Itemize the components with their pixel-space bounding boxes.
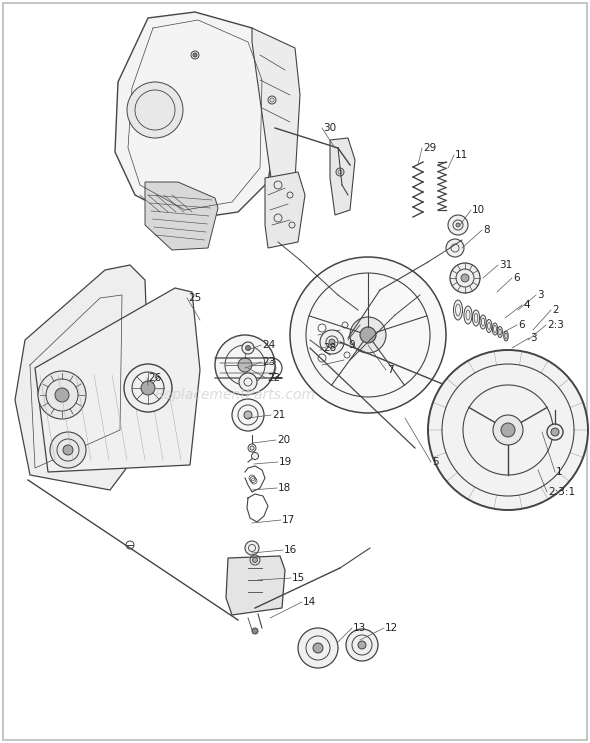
Ellipse shape <box>486 319 492 333</box>
Polygon shape <box>308 315 355 385</box>
Circle shape <box>141 381 155 395</box>
Text: 3: 3 <box>537 290 543 300</box>
Polygon shape <box>145 182 218 250</box>
Circle shape <box>245 541 259 555</box>
Circle shape <box>253 557 257 562</box>
Circle shape <box>127 82 183 138</box>
Text: 8: 8 <box>483 225 490 235</box>
Circle shape <box>461 274 469 282</box>
Circle shape <box>358 641 366 649</box>
Text: ReplacementParts.com: ReplacementParts.com <box>155 388 316 402</box>
Circle shape <box>50 432 86 468</box>
Text: 9: 9 <box>348 340 355 350</box>
Circle shape <box>501 423 515 437</box>
Ellipse shape <box>504 331 508 341</box>
Text: 17: 17 <box>282 515 295 525</box>
Circle shape <box>290 257 446 413</box>
Polygon shape <box>15 265 148 490</box>
Text: 2: 2 <box>552 305 559 315</box>
Text: 25: 25 <box>188 293 201 303</box>
Text: 2:3:1: 2:3:1 <box>548 487 575 497</box>
Text: 2:3: 2:3 <box>547 320 564 330</box>
Circle shape <box>124 364 172 412</box>
Circle shape <box>450 263 480 293</box>
Polygon shape <box>115 12 278 220</box>
Circle shape <box>547 424 563 440</box>
Polygon shape <box>226 556 285 615</box>
Circle shape <box>428 350 588 510</box>
Circle shape <box>346 629 378 661</box>
Circle shape <box>63 445 73 455</box>
Text: 5: 5 <box>432 457 438 467</box>
Circle shape <box>244 411 252 419</box>
Circle shape <box>320 330 344 354</box>
Circle shape <box>215 335 275 395</box>
Circle shape <box>446 239 464 257</box>
Ellipse shape <box>492 323 498 335</box>
Text: 10: 10 <box>472 205 485 215</box>
Circle shape <box>238 358 252 372</box>
Polygon shape <box>265 172 305 248</box>
Circle shape <box>448 215 468 235</box>
Ellipse shape <box>480 315 486 329</box>
Text: 7: 7 <box>387 365 394 375</box>
Circle shape <box>251 452 258 459</box>
Text: 19: 19 <box>279 457 292 467</box>
Text: 11: 11 <box>455 150 468 160</box>
Text: 12: 12 <box>385 623 398 633</box>
Circle shape <box>350 317 386 353</box>
Circle shape <box>232 399 264 431</box>
Circle shape <box>313 643 323 653</box>
Circle shape <box>245 345 251 351</box>
Text: 24: 24 <box>262 340 276 350</box>
Text: 1: 1 <box>556 467 563 477</box>
Text: 23: 23 <box>262 357 276 367</box>
Polygon shape <box>35 288 200 472</box>
Circle shape <box>551 428 559 436</box>
Circle shape <box>239 373 257 391</box>
Text: 6: 6 <box>513 273 520 283</box>
Text: 30: 30 <box>323 123 336 133</box>
Text: 21: 21 <box>272 410 285 420</box>
Text: 16: 16 <box>284 545 297 555</box>
Circle shape <box>55 388 69 402</box>
Text: 18: 18 <box>278 483 291 493</box>
Text: 22: 22 <box>267 373 280 383</box>
Circle shape <box>193 53 197 57</box>
Ellipse shape <box>497 326 503 337</box>
Text: 4: 4 <box>523 300 530 310</box>
Text: 15: 15 <box>292 573 305 583</box>
Circle shape <box>242 342 254 354</box>
Ellipse shape <box>464 306 472 324</box>
Circle shape <box>493 415 523 445</box>
Text: 13: 13 <box>353 623 366 633</box>
Text: 6: 6 <box>518 320 525 330</box>
Text: 20: 20 <box>277 435 290 445</box>
Circle shape <box>38 371 86 419</box>
Polygon shape <box>330 138 355 215</box>
Text: 28: 28 <box>323 343 336 353</box>
Circle shape <box>248 444 256 452</box>
Text: 14: 14 <box>303 597 316 607</box>
Circle shape <box>360 327 376 343</box>
Polygon shape <box>252 28 300 185</box>
Text: 3: 3 <box>530 333 537 343</box>
Text: 29: 29 <box>423 143 436 153</box>
Circle shape <box>252 628 258 634</box>
Text: 31: 31 <box>499 260 512 270</box>
Text: 26: 26 <box>148 373 161 383</box>
Ellipse shape <box>454 300 463 320</box>
Circle shape <box>329 339 335 345</box>
Circle shape <box>298 628 338 668</box>
Circle shape <box>456 223 460 227</box>
Ellipse shape <box>473 310 480 326</box>
